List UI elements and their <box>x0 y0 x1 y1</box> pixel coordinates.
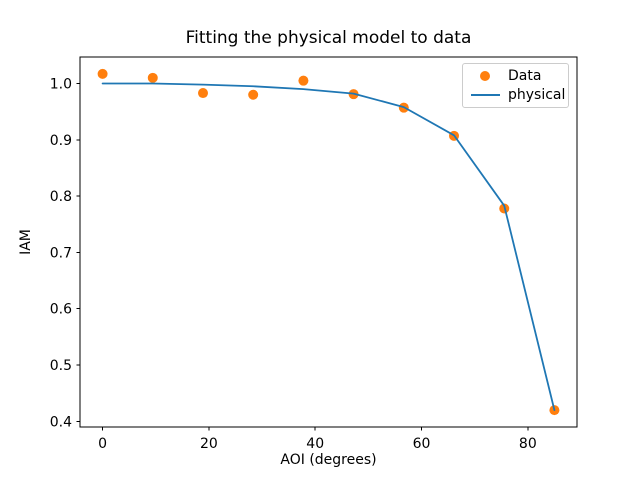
line-marker-icon <box>470 94 500 97</box>
data-marker-icon <box>480 70 490 81</box>
y-tick-label: 0.8 <box>50 189 72 205</box>
legend-entry-data: Data <box>469 66 568 86</box>
y-tick-label: 0.5 <box>50 358 72 374</box>
data-point <box>198 88 209 99</box>
legend-physical-label: physical <box>508 87 566 104</box>
y-tick-label: 0.7 <box>50 245 72 261</box>
x-tick-label: 40 <box>306 436 324 452</box>
fit-line <box>101 82 556 412</box>
y-axis-label: IAM <box>18 229 34 255</box>
chart-title: Fitting the physical model to data <box>185 28 472 48</box>
y-tick-label: 0.9 <box>50 133 72 149</box>
y-tick-label: 0.4 <box>50 414 72 430</box>
x-tick-label: 60 <box>413 436 431 452</box>
y-tick-label: 1.0 <box>50 76 72 92</box>
y-tick-label: 0.6 <box>50 302 72 318</box>
x-axis-label: AOI (degrees) <box>280 452 377 468</box>
plot-frame <box>79 56 578 428</box>
data-point <box>248 89 259 100</box>
x-tick-label: 80 <box>519 436 537 452</box>
legend: Data physical <box>462 63 569 108</box>
x-tick-label: 20 <box>200 436 218 452</box>
data-point <box>298 75 309 86</box>
legend-entry-physical: physical <box>469 86 568 106</box>
legend-data-label: Data <box>508 67 542 84</box>
data-point <box>147 72 158 83</box>
data-point <box>97 68 108 79</box>
x-tick-label: 0 <box>98 436 107 452</box>
legend-data-marker-cell <box>469 70 501 81</box>
legend-physical-marker-cell <box>469 94 501 97</box>
